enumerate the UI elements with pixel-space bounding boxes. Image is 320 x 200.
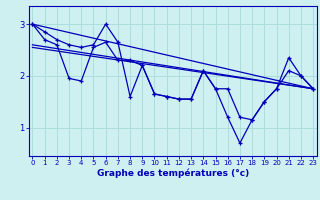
X-axis label: Graphe des températures (°c): Graphe des températures (°c) <box>97 169 249 178</box>
